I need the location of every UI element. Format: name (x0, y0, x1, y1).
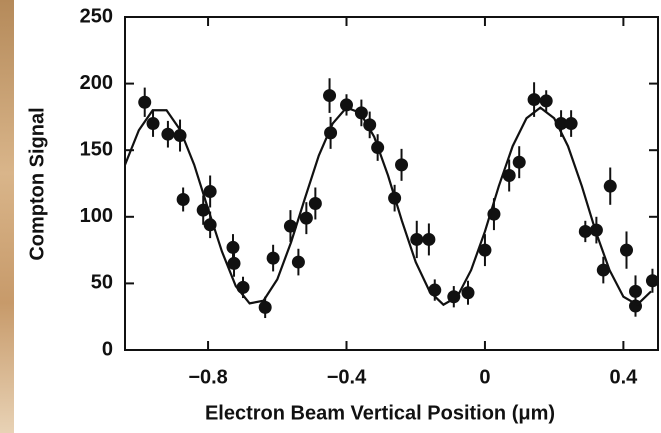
data-point (410, 232, 424, 246)
data-point (258, 300, 272, 314)
plot-frame (124, 16, 659, 351)
data-point (203, 184, 217, 198)
data-point (564, 117, 578, 131)
data-point (161, 127, 175, 141)
data-point (236, 280, 250, 294)
data-point (596, 263, 610, 277)
data-point (308, 196, 322, 210)
x-tick-label: 0 (479, 366, 490, 388)
x-tick-label: 0.4 (609, 366, 638, 388)
y-tick-label: 0 (102, 338, 113, 360)
y-axis-label: Compton Signal (26, 107, 48, 260)
data-point (428, 283, 442, 297)
x-tick-label: −0.8 (188, 366, 227, 388)
data-point (578, 224, 592, 238)
x-tick-label: −0.4 (327, 366, 367, 388)
data-point (603, 179, 617, 193)
data-point (323, 89, 337, 103)
data-point (299, 211, 313, 225)
data-point (138, 95, 152, 109)
y-tick-label: 100 (80, 205, 113, 227)
data-point (502, 169, 516, 183)
data-point (645, 274, 659, 288)
data-point (266, 251, 280, 265)
y-tick-label: 200 (80, 72, 113, 94)
data-point (539, 94, 553, 108)
fit-curve (123, 106, 652, 307)
data-point (291, 255, 305, 269)
data-point (227, 256, 241, 270)
data-point (283, 219, 297, 233)
data-point (512, 155, 526, 169)
y-tick-label: 150 (80, 138, 113, 160)
data-point (478, 243, 492, 257)
data-point (422, 232, 436, 246)
data-point (146, 117, 160, 131)
data-point (395, 158, 409, 172)
photo-edge (0, 0, 14, 433)
x-axis-label: Electron Beam Vertical Position (μm) (205, 402, 555, 424)
data-point (226, 240, 240, 254)
data-point (629, 284, 643, 298)
data-point (461, 286, 475, 300)
data-point (620, 243, 634, 257)
y-tick-label: 250 (80, 5, 113, 27)
y-tick-label: 50 (91, 272, 113, 294)
data-point (176, 192, 190, 206)
data-point (527, 93, 541, 107)
